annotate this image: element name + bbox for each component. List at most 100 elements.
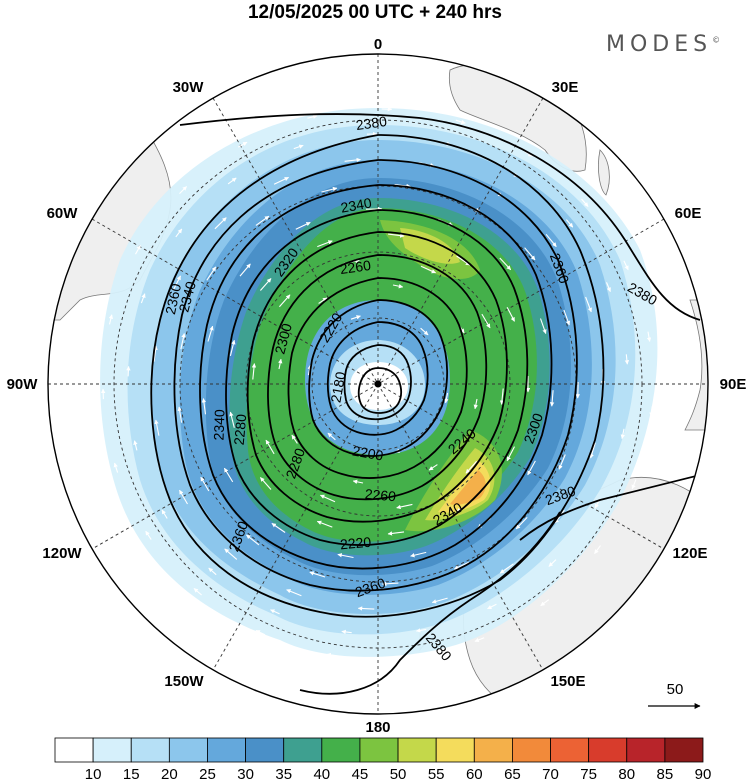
wind-arrow (161, 509, 168, 519)
wind-arrow (108, 314, 114, 325)
wind-arrow (524, 247, 536, 261)
map-title: 12/05/2025 00 UTC + 240 hrs (247, 2, 503, 23)
wind-arrow (344, 157, 361, 163)
wind-arrow (605, 282, 611, 293)
wind-arrow (223, 467, 234, 483)
wind-arrow (585, 296, 592, 313)
contour-line (246, 231, 508, 523)
colorbar-swatch (359, 737, 399, 763)
wind-arrow (291, 434, 298, 444)
wind-arrow (410, 551, 427, 558)
wind-arrow (259, 278, 272, 291)
contour-label: 2260 (339, 257, 372, 277)
wind-arrow (154, 419, 160, 436)
wind-arrow (341, 629, 352, 635)
wind-arrow (179, 489, 188, 505)
lon-label-60w: 60W (47, 205, 79, 222)
wind-arrow (381, 581, 399, 587)
wind-arrow (589, 442, 596, 459)
wind-arrow (506, 306, 515, 322)
wind-arrow (207, 325, 214, 342)
lon-label-150e: 150E (550, 673, 585, 690)
colorbar-tick-label: 30 (237, 766, 254, 782)
contour-line (326, 321, 429, 436)
wind-arrow (415, 628, 427, 633)
contour-line (179, 113, 701, 321)
wind-arrow (224, 548, 238, 560)
contour-line (267, 254, 488, 501)
colorbar-tick-label: 15 (123, 766, 140, 782)
wind-arrow (251, 363, 257, 380)
contour-line (287, 277, 468, 479)
wind-arrow (113, 462, 119, 473)
brand-logo: MODES© (606, 32, 720, 57)
wind-arrow (420, 265, 437, 274)
colorbar-tick-label: 10 (85, 766, 102, 782)
colorbar-tick-label: 85 (657, 766, 674, 782)
wind-arrow (473, 398, 478, 410)
wind-arrow (206, 266, 217, 281)
wind-arrow (193, 587, 202, 596)
colorbar-swatch (397, 737, 437, 763)
wind-arrow (554, 509, 565, 524)
wind-arrow (172, 275, 181, 291)
wind-arrow (455, 119, 466, 125)
wind-arrow (454, 561, 470, 570)
colorbar-swatch (473, 737, 513, 763)
wind-arrow (540, 599, 550, 607)
wind-arrow (545, 233, 557, 247)
wind-arrow (581, 198, 589, 207)
lon-label-30e: 30E (552, 79, 579, 96)
wind-arrow (631, 479, 637, 490)
wind-arrow (259, 477, 272, 490)
contour-label: 2340 (210, 409, 227, 441)
wind-arrow (392, 284, 404, 289)
wind-arrow (200, 476, 210, 492)
wind-arrow (179, 186, 187, 194)
contour-line (225, 209, 529, 546)
east-land-edge (684, 299, 708, 431)
colorbar-tick-label: 65 (504, 766, 521, 782)
wind-arrow (327, 432, 336, 441)
wind-arrow (208, 567, 217, 576)
contour-line (519, 469, 708, 541)
colorbar-swatch (321, 737, 361, 763)
wind-arrow (623, 260, 629, 271)
wind-arrow (499, 563, 514, 574)
contour-label: 2360 (162, 282, 184, 316)
contour-line (173, 159, 578, 592)
wind-arrow (487, 603, 497, 610)
wind-arrow (246, 534, 260, 546)
reference-vector-label: 50 (667, 681, 684, 698)
wind-arrow (255, 630, 266, 636)
wind-arrow (357, 606, 375, 611)
wind-arrow (350, 315, 361, 320)
colorbar-tick-label: 75 (580, 766, 597, 782)
lon-label-120w: 120W (42, 545, 82, 562)
contour-label: 2340 (339, 194, 373, 215)
contour-line (199, 184, 553, 570)
colorbar-swatch (245, 737, 285, 763)
wind-arrow (646, 331, 652, 342)
reference-vector: 50 (648, 681, 701, 709)
colorbar-tick-label: 25 (199, 766, 216, 782)
wind-arrow (307, 114, 318, 119)
contour-label: 2300 (271, 321, 295, 355)
wind-arrow (515, 517, 528, 530)
colorbar-swatch (550, 737, 590, 763)
colorbar-swatch (512, 737, 551, 763)
pole-marker (374, 380, 382, 388)
wind-arrow (238, 141, 248, 148)
wind-arrow (456, 255, 471, 266)
wind-arrow (465, 460, 478, 474)
wind-arrow (548, 559, 557, 567)
wind-arrow (135, 245, 141, 255)
wind-arrow (227, 177, 237, 185)
wind-arrow (271, 522, 286, 533)
wind-arrow (506, 446, 515, 462)
wind-arrow (558, 454, 566, 470)
colorbar-tick-label: 35 (275, 766, 292, 782)
wind-arrow (317, 240, 333, 248)
wind-arrow (563, 309, 571, 326)
contour-label: 2340 (175, 279, 199, 313)
